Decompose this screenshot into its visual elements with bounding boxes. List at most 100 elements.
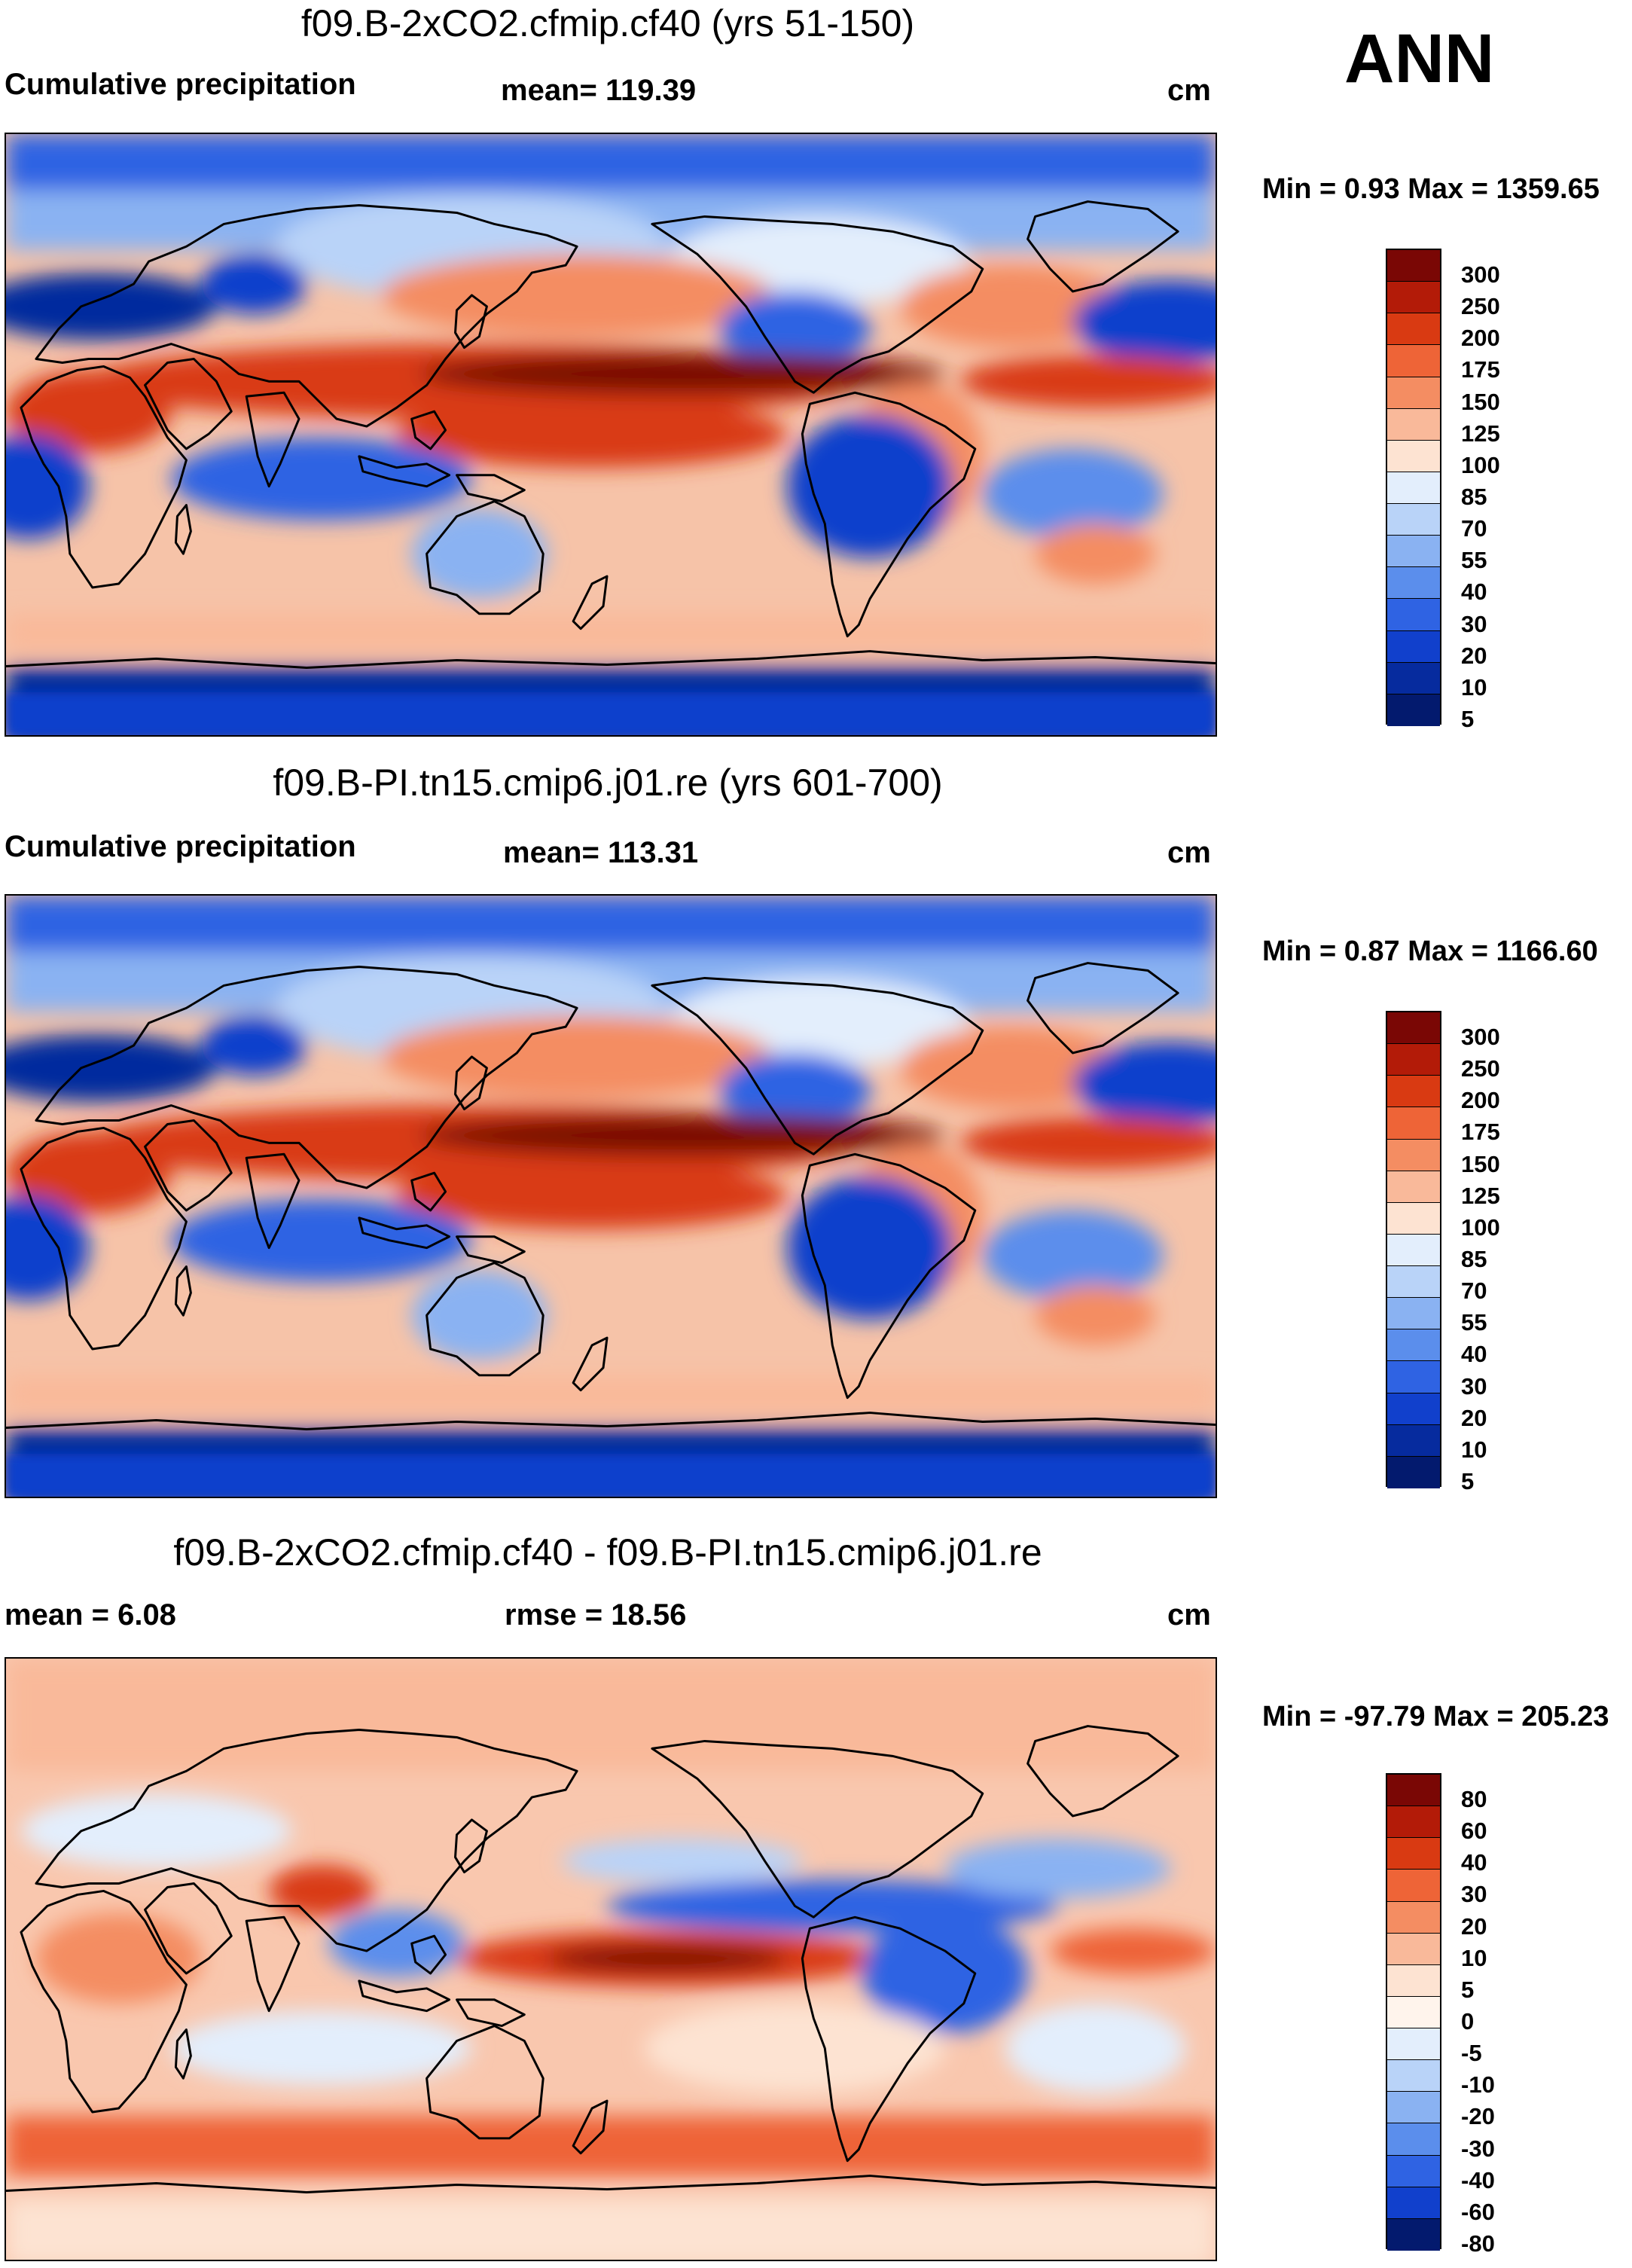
panel1-title: f09.B-2xCO2.cfmip.cf40 (yrs 51-150): [300, 2, 915, 44]
panel2-colorbar-cell: [1387, 1202, 1440, 1235]
panel1-colorbar-cell: [1387, 377, 1440, 409]
panel1-colorbar-tick-label: 175: [1461, 356, 1500, 383]
panel3-colorbar-tick-label: 0: [1461, 2008, 1475, 2034]
panel1-colorbar-cell: [1387, 536, 1440, 568]
panel1-colorbar-tick-label: 125: [1461, 420, 1500, 447]
panel2-colorbar-tick-label: 30: [1461, 1372, 1487, 1400]
panel3-diff-field: [6, 1659, 1216, 2260]
panel2-colorbar-tick-label: 20: [1461, 1404, 1487, 1431]
panel1-colorbar-cell: [1387, 662, 1440, 694]
panel3-colorbar-cell: [1387, 1838, 1440, 1870]
panel2-map: [5, 894, 1217, 1498]
panel3-colorbar-tick-label: 40: [1461, 1849, 1487, 1876]
panel2-colorbar-cell: [1387, 1424, 1440, 1457]
panel1-map: [5, 133, 1217, 737]
panel2-colorbar-tick-label: 40: [1461, 1341, 1487, 1368]
panel3-colorbar: [1386, 1773, 1441, 2251]
panel3-colorbar-tick-label: -10: [1461, 2071, 1495, 2099]
panel2-title: f09.B-PI.tn15.cmip6.j01.re (yrs 601-700): [273, 762, 943, 804]
panel3-colorbar-tick-label: 80: [1461, 1786, 1487, 1813]
panel3-colorbar-cell: [1387, 2123, 1440, 2156]
panel3-colorbar-cell: [1387, 1901, 1440, 1934]
panel3-colorbar-cell: [1387, 2092, 1440, 2124]
panel1-colorbar-cell: [1387, 504, 1440, 536]
panel2-colorbar-tick-label: 200: [1461, 1087, 1500, 1114]
panel1-colorbar-tick-label: 55: [1461, 547, 1487, 574]
panel3-colorbar-cell: [1387, 1964, 1440, 1997]
panel1-colorbar: [1386, 249, 1441, 726]
panel1-colorbar-tick-label: 70: [1461, 515, 1487, 542]
panel1-colorbar-tick-label: 250: [1461, 293, 1500, 320]
panel3-colorbar-cell: [1387, 1996, 1440, 2028]
panel1-colorbar-cell: [1387, 282, 1440, 314]
panel2-colorbar-cell: [1387, 1107, 1440, 1140]
panel1-colorbar-cell: [1387, 345, 1440, 377]
panel3-colorbar-tick-label: 10: [1461, 1944, 1487, 1971]
panel1-precip-field: [6, 134, 1216, 735]
panel1-colorbar-tick-label: 30: [1461, 610, 1487, 637]
panel3-colorbar-tick-label: -40: [1461, 2166, 1495, 2193]
panel2-colorbar-cell: [1387, 1329, 1440, 1362]
panel1-minmax: Min = 0.93 Max = 1359.65: [1262, 173, 1600, 205]
panel1-colorbar-tick-label: 85: [1461, 484, 1487, 510]
panel1-units: cm: [1167, 74, 1211, 107]
panel2-left-label: Cumulative precipitation: [5, 830, 356, 863]
panel1-colorbar-cell: [1387, 694, 1440, 726]
panel2-colorbar-tick-label: 250: [1461, 1055, 1500, 1082]
panel1-colorbar-cell: [1387, 472, 1440, 504]
panel2-colorbar-tick-label: 55: [1461, 1309, 1487, 1336]
panel1-left-label: Cumulative precipitation: [5, 68, 356, 101]
panel3-colorbar-cell: [1387, 2187, 1440, 2219]
panel2-colorbar-tick-label: 70: [1461, 1277, 1487, 1305]
panel2-colorbar-cell: [1387, 1361, 1440, 1393]
panel1-colorbar-cell: [1387, 440, 1440, 472]
panel3-colorbar-cell: [1387, 1775, 1440, 1807]
panel2-colorbar-tick-label: 175: [1461, 1119, 1500, 1146]
panel3-colorbar-tick-label: -30: [1461, 2135, 1495, 2162]
panel3-colorbar-cell: [1387, 2218, 1440, 2251]
panel1-colorbar-tick-label: 300: [1461, 261, 1500, 288]
panel3-mean: mean = 6.08: [5, 1598, 176, 1632]
panel2-units: cm: [1167, 836, 1211, 869]
panel3-minmax: Min = -97.79 Max = 205.23: [1262, 1701, 1609, 1732]
panel3-colorbar-tick-label: -5: [1461, 2040, 1482, 2067]
panel3-units: cm: [1167, 1598, 1211, 1632]
panel2-colorbar-tick-label: 100: [1461, 1213, 1500, 1241]
panel3-colorbar-cell: [1387, 2155, 1440, 2187]
season-label: ANN: [1344, 20, 1495, 97]
panel1-colorbar-cell: [1387, 250, 1440, 282]
panel2-colorbar-tick-label: 85: [1461, 1246, 1487, 1272]
panel3-map: [5, 1657, 1217, 2261]
panel2-minmax: Min = 0.87 Max = 1166.60: [1262, 936, 1598, 967]
panel2-colorbar-cell: [1387, 1298, 1440, 1330]
panel3-colorbar-cell: [1387, 1933, 1440, 1965]
panel3-colorbar-cell: [1387, 1806, 1440, 1839]
panel2-colorbar-cell: [1387, 1171, 1440, 1203]
panel2-colorbar-tick-label: 125: [1461, 1182, 1500, 1209]
panel2-colorbar-tick-label: 300: [1461, 1024, 1500, 1051]
panel1-colorbar-tick-label: 40: [1461, 578, 1487, 606]
panel1-colorbar-tick-label: 20: [1461, 642, 1487, 669]
panel3-colorbar-cell: [1387, 1870, 1440, 1902]
panel1-colorbar-cell: [1387, 567, 1440, 600]
panel2-colorbar-tick-label: 10: [1461, 1436, 1487, 1463]
panel2-colorbar-cell: [1387, 1393, 1440, 1425]
panel3-colorbar-tick-label: -60: [1461, 2198, 1495, 2225]
panel1-colorbar-cell: [1387, 630, 1440, 663]
panel2-colorbar-cell: [1387, 1139, 1440, 1171]
panel1-colorbar-tick-label: 10: [1461, 673, 1487, 701]
panel1-mean: mean= 119.39: [501, 74, 697, 107]
panel3-colorbar-tick-label: -20: [1461, 2103, 1495, 2130]
panel2-mean: mean= 113.31: [503, 836, 699, 869]
panel2-colorbar-tick-label: 5: [1461, 1467, 1475, 1494]
panel2-colorbar-cell: [1387, 1076, 1440, 1108]
panel2-colorbar-cell: [1387, 1044, 1440, 1076]
panel2-colorbar-cell: [1387, 1234, 1440, 1266]
panel3-colorbar-tick-label: -80: [1461, 2230, 1495, 2257]
panel3-title: f09.B-2xCO2.cfmip.cf40 - f09.B-PI.tn15.c…: [173, 1531, 1042, 1574]
panel1-colorbar-tick-label: 200: [1461, 325, 1500, 352]
panel1-colorbar-cell: [1387, 408, 1440, 441]
panel2-colorbar-cell: [1387, 1266, 1440, 1299]
panel1-colorbar-cell: [1387, 313, 1440, 346]
panel3-colorbar-cell: [1387, 2028, 1440, 2061]
